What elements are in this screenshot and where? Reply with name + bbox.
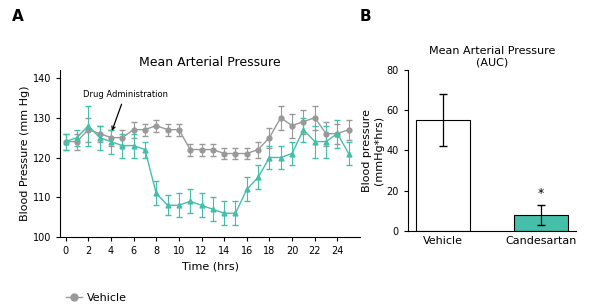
Text: *: * <box>538 187 544 200</box>
Text: Drug Administration: Drug Administration <box>83 90 167 130</box>
Title: Mean Arterial Pressure
(AUC): Mean Arterial Pressure (AUC) <box>429 46 555 68</box>
Text: A: A <box>12 9 24 24</box>
Bar <box>416 120 470 231</box>
Legend: Vehicle, Candesartan: Vehicle, Candesartan <box>65 293 158 304</box>
Y-axis label: Blood Pressure (mm Hg): Blood Pressure (mm Hg) <box>20 86 29 221</box>
Text: B: B <box>360 9 371 24</box>
X-axis label: Time (hrs): Time (hrs) <box>182 262 239 272</box>
Title: Mean Arterial Pressure: Mean Arterial Pressure <box>139 56 281 69</box>
Y-axis label: Blood pressure
(mmHg*hrs): Blood pressure (mmHg*hrs) <box>362 109 384 192</box>
Bar <box>514 215 568 231</box>
